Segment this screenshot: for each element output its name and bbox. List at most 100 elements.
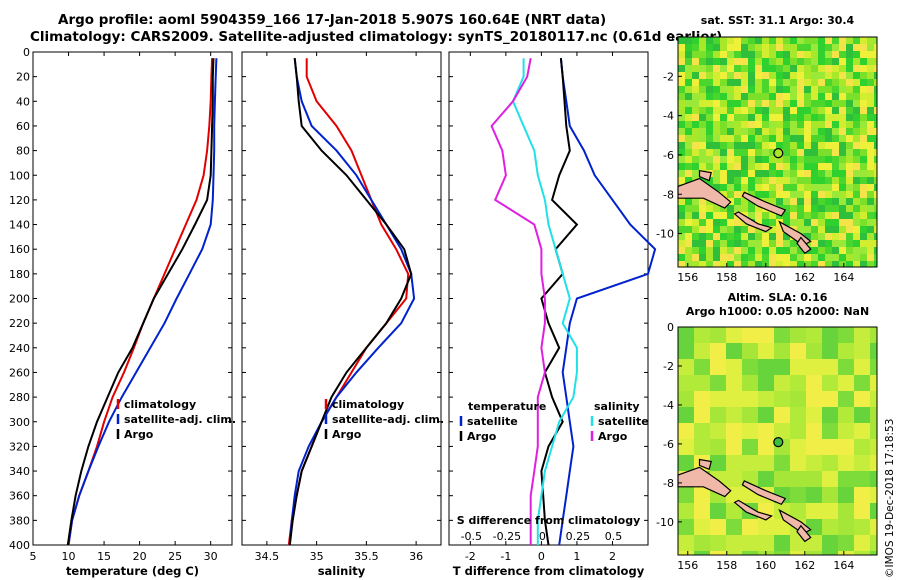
map-cell	[854, 375, 870, 391]
map-cell	[720, 205, 727, 212]
map-cell	[867, 170, 874, 177]
map-cell	[748, 58, 755, 65]
map-cell	[710, 327, 726, 343]
map-cell	[867, 121, 874, 128]
map-cell	[755, 79, 762, 86]
map-cell	[822, 327, 838, 343]
s-diff-axis-label: S difference from climatology	[457, 514, 641, 527]
map-cell	[734, 58, 741, 65]
map-cell	[769, 226, 776, 233]
map-cell	[825, 156, 832, 163]
map-cell	[797, 212, 804, 219]
map-cell	[811, 44, 818, 51]
map-cell	[692, 226, 699, 233]
map-cell	[804, 86, 811, 93]
map-cell	[839, 212, 846, 219]
map-cell	[860, 44, 867, 51]
map-cell	[699, 254, 706, 261]
island-land	[741, 480, 787, 506]
map-cell	[734, 240, 741, 247]
map-cell	[748, 107, 755, 114]
map-cell	[832, 121, 839, 128]
map-cell	[685, 142, 692, 149]
map-cell	[769, 177, 776, 184]
map-cell	[776, 100, 783, 107]
map-cell	[694, 327, 710, 343]
map-cell	[860, 212, 867, 219]
map-cell	[734, 177, 741, 184]
map-cell	[811, 240, 818, 247]
map-cell	[825, 254, 832, 261]
map-cell	[742, 519, 758, 535]
map-cell	[726, 519, 742, 535]
y-tick-label: 240	[9, 342, 30, 355]
map-cell	[742, 407, 758, 423]
map-cell	[804, 135, 811, 142]
map-cell	[853, 51, 860, 58]
map-cell	[706, 240, 713, 247]
map-cell	[727, 128, 734, 135]
map-cell	[818, 163, 825, 170]
map-cell	[685, 226, 692, 233]
map-cell	[874, 261, 877, 267]
map-cell	[853, 191, 860, 198]
map-cell	[790, 114, 797, 121]
map-cell	[706, 37, 713, 44]
map-cell	[853, 58, 860, 65]
map-cell	[783, 254, 790, 261]
map-cell	[811, 198, 818, 205]
map-cell	[860, 72, 867, 79]
map-cell	[678, 439, 694, 455]
map-cell	[755, 205, 762, 212]
map-cell	[713, 156, 720, 163]
map-cell	[839, 121, 846, 128]
map-cell	[818, 212, 825, 219]
map-cell	[769, 65, 776, 72]
imos-watermark: ©IMOS 19-Dec-2018 17:18:53	[884, 418, 896, 578]
map-cell	[811, 142, 818, 149]
map-cell	[860, 198, 867, 205]
map-cell	[734, 170, 741, 177]
map-cell	[741, 72, 748, 79]
map-cell	[720, 254, 727, 261]
map-cell	[825, 163, 832, 170]
island-land	[733, 211, 774, 233]
y-tick-label: 260	[9, 366, 30, 379]
map-cell	[804, 79, 811, 86]
map-cell	[825, 37, 832, 44]
map-cell	[720, 219, 727, 226]
map-cell	[818, 191, 825, 198]
map-cell	[742, 551, 758, 555]
map-cell	[713, 51, 720, 58]
y-tick-label: 100	[9, 169, 30, 182]
map-cell	[832, 37, 839, 44]
map-cell	[867, 149, 874, 156]
map-cell	[685, 219, 692, 226]
series-line-t-argo	[540, 58, 579, 546]
map-cell	[790, 343, 806, 359]
map-cell	[790, 423, 806, 439]
map-cell	[774, 551, 790, 555]
map-cell	[734, 65, 741, 72]
map-cell	[678, 233, 685, 240]
map-cell	[790, 128, 797, 135]
map-cell	[727, 170, 734, 177]
map-cell	[818, 219, 825, 226]
map-cell	[846, 72, 853, 79]
map-cell	[741, 254, 748, 261]
map-cell	[790, 135, 797, 142]
series-line-s-satellite	[511, 58, 578, 545]
map-cell	[783, 219, 790, 226]
map-cell	[727, 205, 734, 212]
map-cell	[699, 114, 706, 121]
map-cell	[741, 107, 748, 114]
map-cell	[699, 51, 706, 58]
map-cell	[818, 100, 825, 107]
map-cell	[713, 79, 720, 86]
map-cell	[783, 44, 790, 51]
map-cell	[685, 233, 692, 240]
map-y-tick-label: 0	[667, 31, 674, 44]
map-cell	[818, 254, 825, 261]
map-cell	[804, 114, 811, 121]
map-cell	[706, 114, 713, 121]
